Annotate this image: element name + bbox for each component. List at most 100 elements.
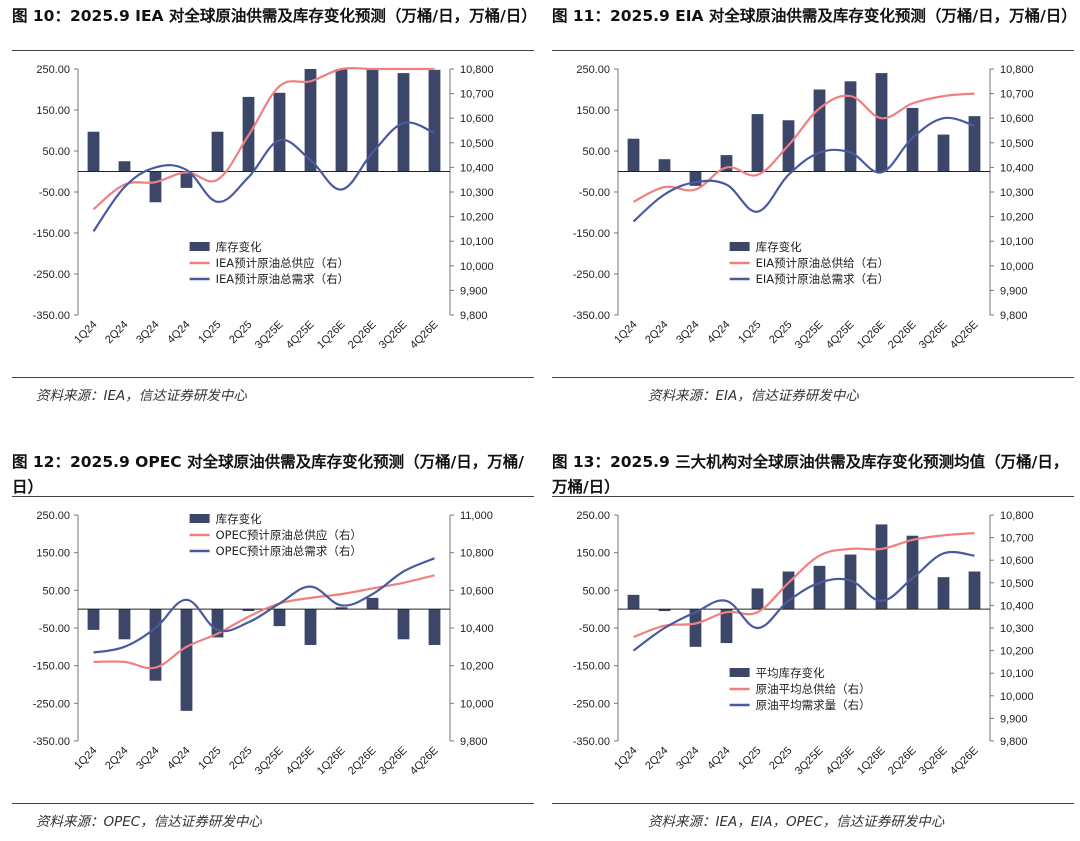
left-tick-label: 150.00 — [576, 105, 610, 117]
data-point — [818, 554, 820, 556]
left-tick-label: 250.00 — [36, 64, 70, 76]
x-tick-label: 4Q26E — [408, 319, 441, 352]
bar-3Q24 — [689, 609, 702, 647]
x-tick-label: 2Q24 — [103, 319, 131, 347]
x-tick-label: 3Q25E — [793, 319, 826, 352]
data-point — [247, 621, 249, 623]
data-point — [632, 649, 634, 651]
legend-label: IEA预计原油总需求（右） — [216, 272, 350, 286]
bar-3Q25E — [813, 565, 826, 610]
data-point — [725, 611, 727, 613]
left-tick-label: 150.00 — [36, 548, 70, 560]
legend-label: OPEC预计原油总需求（右） — [216, 544, 362, 558]
data-point — [787, 600, 789, 602]
right-tick-label: 10,100 — [1000, 668, 1034, 680]
data-point — [216, 632, 218, 634]
x-tick-label: 1Q24 — [72, 745, 100, 773]
x-tick-label: 4Q25E — [284, 319, 317, 352]
bar-4Q26E — [428, 69, 441, 172]
data-point — [787, 174, 789, 176]
data-point — [911, 137, 913, 139]
data-point — [694, 622, 696, 624]
right-tick-label: 10,000 — [1000, 261, 1034, 273]
x-tick-label: 3Q24 — [674, 745, 702, 773]
data-point — [185, 169, 187, 171]
x-tick-label: 3Q26E — [917, 745, 950, 778]
chart-source: 资料来源：IEA，信达证券研发中心 — [36, 388, 247, 404]
right-tick-label: 10,200 — [460, 212, 494, 224]
x-tick-label: 1Q24 — [72, 319, 100, 347]
right-tick-label: 10,200 — [460, 661, 494, 673]
data-point — [663, 186, 665, 188]
data-point — [371, 593, 373, 595]
x-tick-label: 1Q25 — [196, 745, 224, 773]
bar-3Q26E — [937, 577, 950, 610]
bar-1Q24 — [87, 131, 100, 172]
right-tick-label: 9,800 — [460, 736, 488, 748]
left-tick-label: -50.00 — [39, 623, 70, 635]
legend-label: EIA预计原油总供给（右） — [756, 256, 890, 270]
data-point — [309, 585, 311, 587]
right-tick-label: 10,300 — [460, 187, 494, 199]
x-tick-label: 3Q26E — [917, 319, 950, 352]
data-point — [942, 534, 944, 536]
bar-1Q25 — [211, 131, 224, 172]
data-point — [340, 593, 342, 595]
legend-label: EIA预计原油总需求（右） — [756, 272, 890, 286]
data-point — [787, 144, 789, 146]
bar-1Q26E — [875, 73, 888, 172]
right-tick-label: 9,900 — [460, 285, 488, 297]
x-tick-label: 2Q26E — [346, 319, 379, 352]
right-tick-label: 10,100 — [460, 236, 494, 248]
left-tick-label: -250.00 — [573, 269, 610, 281]
bar-2Q24 — [118, 609, 131, 640]
data-point — [880, 171, 882, 173]
left-tick-label: 150.00 — [36, 105, 70, 117]
left-tick-label: -250.00 — [573, 698, 610, 710]
data-point — [278, 139, 280, 141]
x-tick-label: 1Q24 — [612, 319, 640, 347]
data-point — [911, 577, 913, 579]
bar-1Q24 — [87, 609, 100, 630]
data-point — [247, 616, 249, 618]
left-tick-label: -50.00 — [579, 623, 610, 635]
data-point — [278, 602, 280, 604]
series-line-1 — [92, 66, 435, 211]
data-point — [402, 68, 404, 70]
x-tick-label: 3Q24 — [134, 745, 162, 773]
bar-2Q25 — [782, 571, 795, 610]
bar-2Q24 — [658, 609, 671, 612]
data-point — [402, 570, 404, 572]
legend-swatch — [189, 242, 210, 251]
x-tick-label: 1Q25 — [736, 319, 764, 347]
data-point — [185, 599, 187, 601]
chart-panel-3: 图 12：2025.9 OPEC 对全球原油供需及库存变化预测（万桶/日，万桶/… — [8, 446, 538, 836]
x-tick-label: 3Q26E — [377, 745, 410, 778]
series-line-2 — [92, 121, 435, 233]
legend-label: 库存变化 — [756, 240, 802, 254]
bar-3Q26E — [937, 134, 950, 172]
bar-2Q24 — [118, 161, 131, 172]
legend-label: 原油平均总供给（右） — [756, 682, 871, 696]
right-tick-label: 9,900 — [1000, 713, 1028, 725]
legend-label: 库存变化 — [216, 240, 262, 254]
data-point — [973, 554, 975, 556]
data-point — [247, 176, 249, 178]
x-tick-label: 2Q25 — [767, 745, 795, 773]
divider — [552, 803, 1074, 804]
legend-label: OPEC预计原油总供应（右） — [216, 528, 362, 542]
data-point — [340, 604, 342, 606]
bar-3Q24 — [149, 609, 162, 681]
data-point — [818, 107, 820, 109]
chart-panel-4: 图 13：2025.9 三大机构对全球原油供需及库存变化预测均值（万桶/日，万桶… — [548, 446, 1078, 836]
chart-panel-2: 图 11：2025.9 EIA 对全球原油供需及库存变化预测（万桶/日，万桶/日… — [548, 0, 1078, 410]
data-point — [433, 132, 435, 134]
chart-2: 250.00 150.00 50.00 -50.00 -150.00 -250.00 -35… — [573, 64, 1034, 352]
bar-4Q25E — [844, 554, 857, 610]
right-tick-label: 10,800 — [460, 548, 494, 560]
data-point — [216, 629, 218, 631]
bar-2Q25 — [242, 609, 255, 612]
right-tick-label: 10,200 — [1000, 646, 1034, 658]
bar-4Q25E — [304, 609, 317, 645]
right-tick-label: 10,000 — [460, 261, 494, 273]
